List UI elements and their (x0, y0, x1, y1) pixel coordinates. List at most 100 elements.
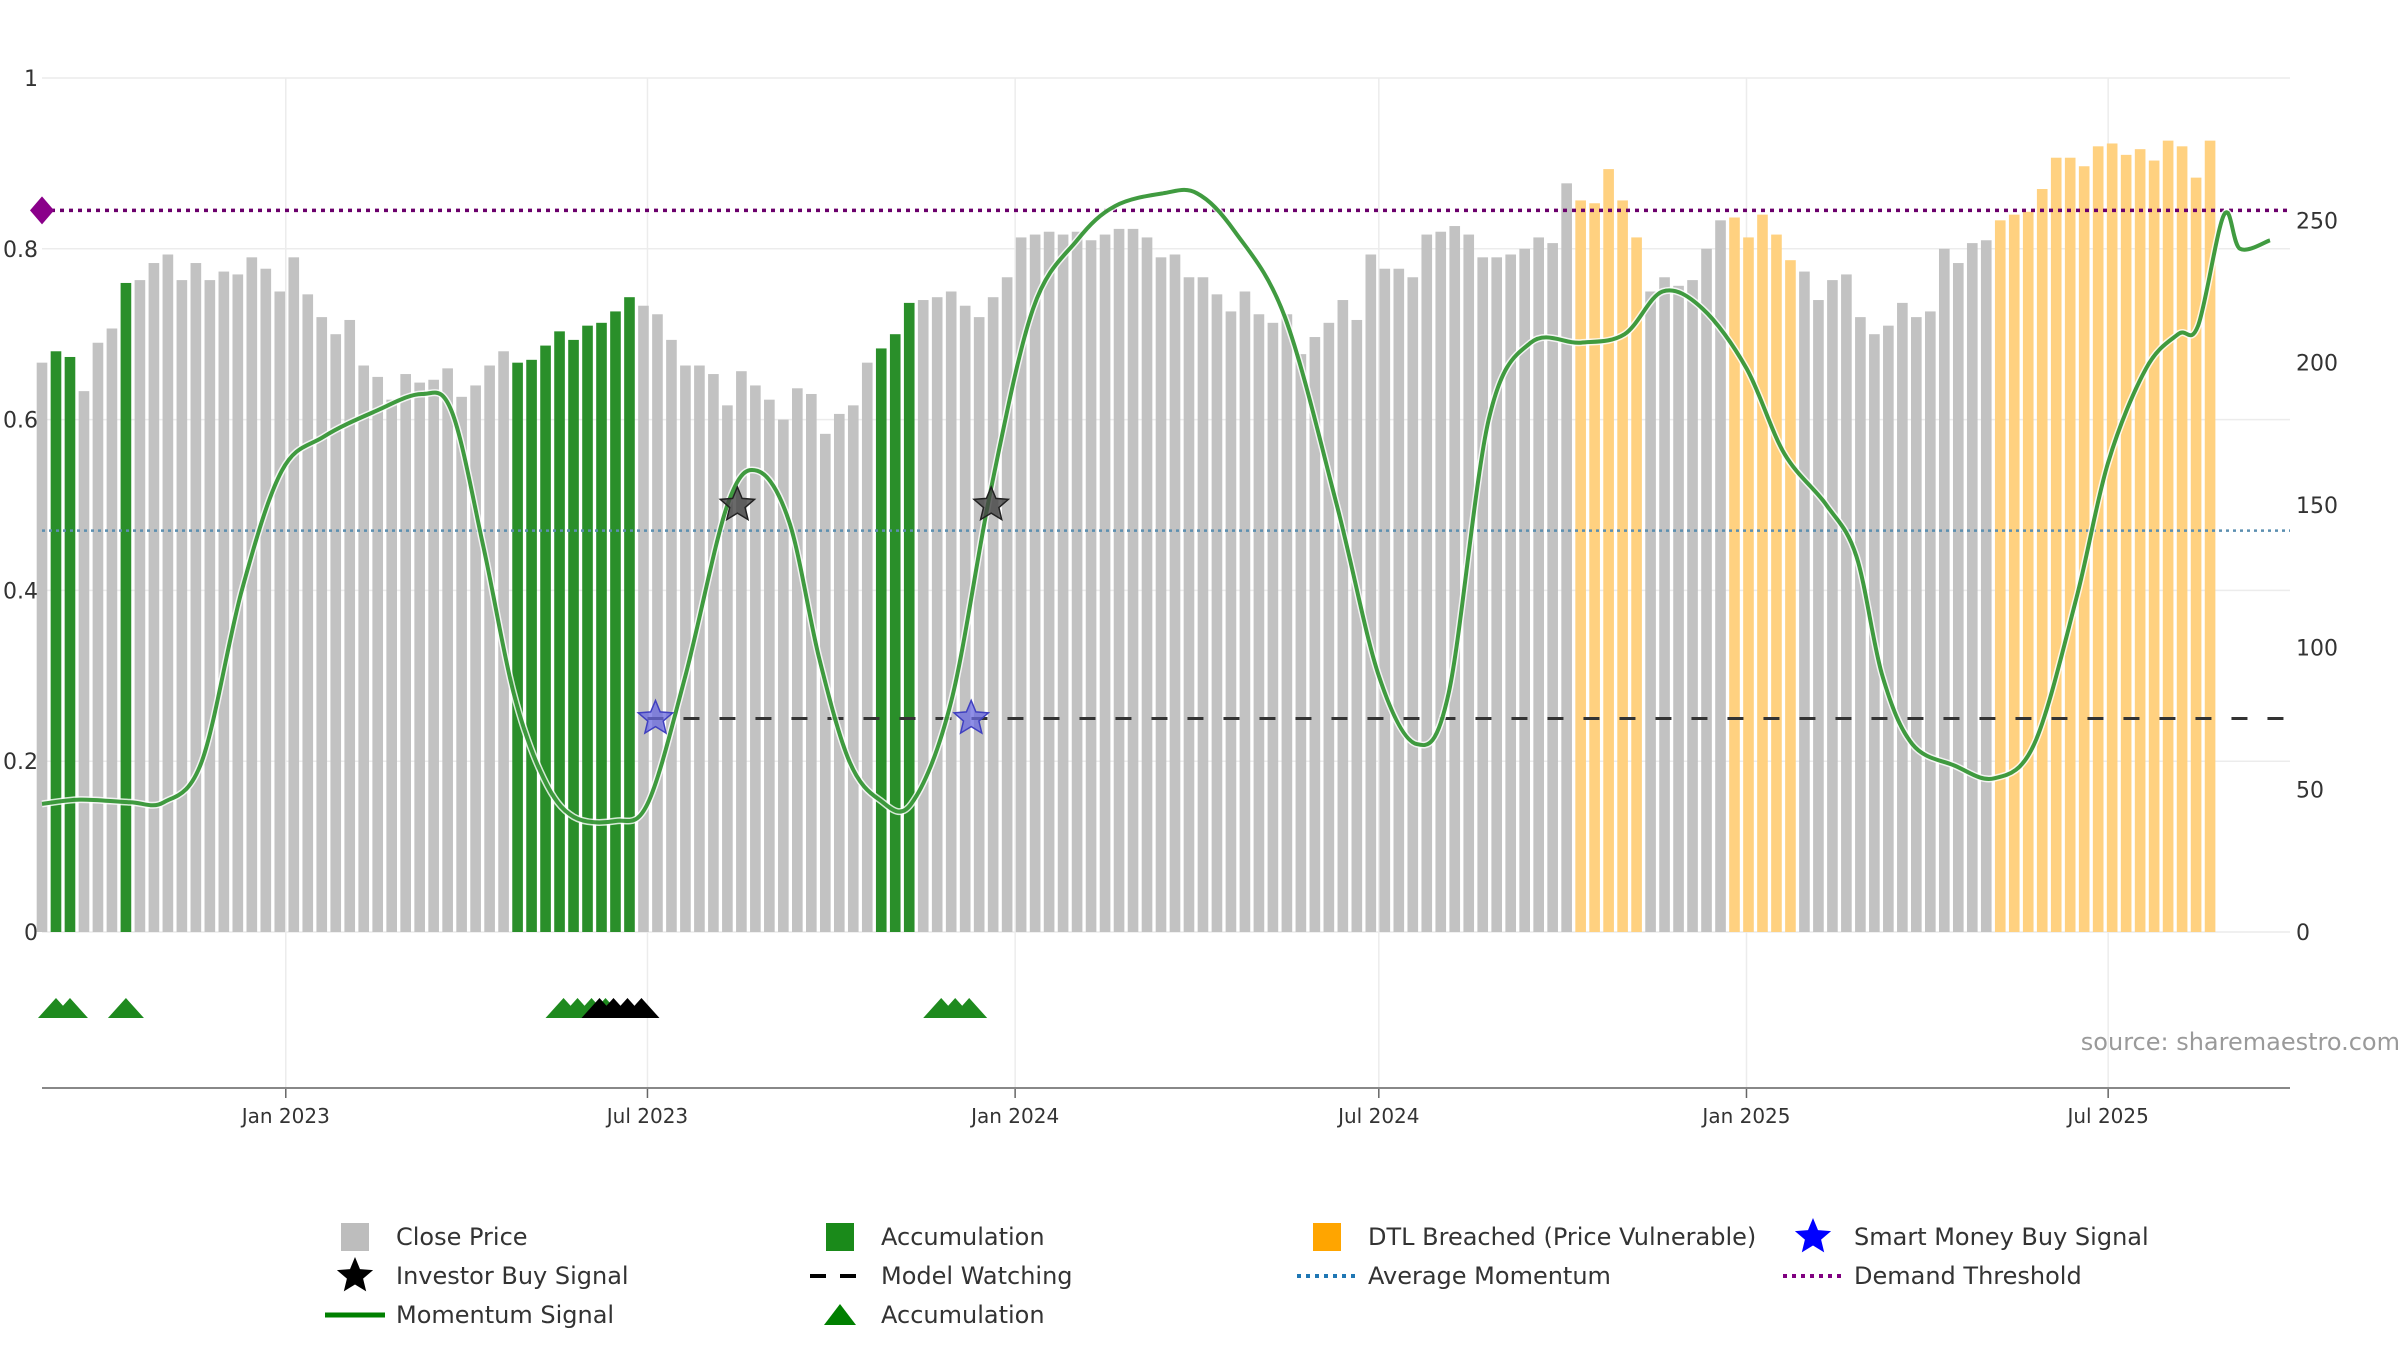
close-price-bar (316, 317, 328, 932)
close-price-bar (917, 300, 929, 932)
close-price-bar (1155, 257, 1167, 933)
dtl-breached-bar (2120, 154, 2132, 933)
left-tick-label: 0 (24, 921, 38, 946)
right-tick-label: 100 (2296, 636, 2338, 661)
accumulation-bar (554, 331, 565, 932)
right-tick-label: 250 (2296, 209, 2338, 234)
close-price-bar (1645, 291, 1656, 932)
accumulation-bar (903, 302, 915, 932)
close-price-bar (218, 271, 230, 932)
close-price-bar (1659, 277, 1670, 932)
dtl-breached-bar (2022, 211, 2034, 932)
legend-label: Model Watching (881, 1262, 1073, 1290)
legend-label: DTL Breached (Price Vulnerable) (1368, 1223, 1756, 1251)
legend-label: Accumulation (881, 1301, 1045, 1329)
close-price-bar (1952, 263, 1964, 932)
x-tick-label: Jan 2023 (240, 1104, 330, 1128)
legend-item-investor_buy: Investor Buy Signal (336, 1257, 629, 1292)
legend-star-icon (336, 1257, 374, 1292)
accumulation-bar (582, 325, 593, 932)
right-tick-label: 200 (2296, 352, 2338, 377)
close-price-bar (1169, 254, 1181, 932)
dtl-breached-bar (2092, 146, 2104, 932)
right-tick-label: 50 (2296, 779, 2324, 804)
price-bars (36, 140, 2216, 933)
dtl-breached-bar (2106, 143, 2118, 932)
close-price-bar (1141, 237, 1153, 932)
left-tick-label: 0.2 (3, 750, 38, 775)
close-price-bar (456, 396, 467, 932)
close-price-bar (1925, 311, 1936, 933)
close-price-bar (148, 263, 160, 932)
right-tick-label: 0 (2296, 921, 2310, 946)
close-price-bar (1043, 231, 1055, 933)
close-price-bar (1938, 248, 1950, 933)
x-tick-label: Jul 2025 (2065, 1104, 2148, 1128)
left-tick-label: 0.4 (3, 579, 38, 604)
close-price-bar (204, 280, 216, 932)
dtl-breached-bar (2064, 157, 2076, 932)
close-price-bar (1477, 257, 1489, 933)
dtl-breached-bar (2176, 146, 2188, 932)
close-price-bar (1561, 183, 1572, 932)
close-price-bar (1379, 268, 1391, 932)
close-price-bar (666, 339, 677, 933)
close-price-bar (1421, 234, 1433, 933)
legend: Close Price Investor Buy Signal Momentum S… (325, 1218, 2149, 1329)
close-price-bar (1351, 319, 1363, 932)
close-price-bar (344, 319, 356, 932)
close-price-bar (1435, 231, 1447, 933)
legend-label: Accumulation (881, 1223, 1045, 1251)
dtl-breached-bar (2134, 149, 2146, 932)
close-price-bar (1966, 243, 1978, 932)
close-price-bar (190, 263, 202, 932)
accumulation-bar (540, 345, 551, 932)
close-price-bar (484, 365, 495, 933)
close-price-bar (1547, 243, 1558, 932)
close-price-bar (1980, 240, 1992, 932)
close-price-bar (358, 365, 370, 933)
close-price-bar (1491, 257, 1503, 933)
close-price-bar (1295, 354, 1307, 932)
close-price-bar (987, 297, 999, 932)
close-price-bar (176, 280, 188, 932)
close-price-bar (1323, 322, 1335, 932)
dtl-breached-bar (2162, 140, 2174, 933)
signal-lines (41, 186, 2290, 826)
accumulation-bar (50, 351, 62, 932)
close-price-bar (1113, 228, 1125, 932)
accumulation-bar (64, 356, 76, 932)
close-price-bar (106, 328, 118, 932)
close-price-bar (1505, 254, 1517, 932)
close-price-bar (78, 391, 90, 933)
smart-money-buy-star (952, 698, 991, 735)
close-price-bar (1029, 234, 1041, 933)
close-price-bar (1309, 337, 1321, 933)
accumulation-bar (568, 339, 579, 933)
close-price-bar (1827, 280, 1838, 932)
close-price-bar (330, 334, 342, 932)
legend-item-demand_threshold: Demand Threshold (1783, 1262, 2082, 1290)
dtl-breached-bar (2148, 160, 2160, 932)
close-price-bar (162, 254, 174, 932)
legend-swatch (826, 1223, 854, 1251)
legend-item-accumulation_bar: Accumulation (826, 1223, 1045, 1251)
accumulation-bar (596, 322, 607, 932)
close-price-bar (400, 374, 411, 932)
close-price-bar (1281, 314, 1293, 933)
legend-label: Momentum Signal (396, 1301, 614, 1329)
legend-item-momentum: Momentum Signal (325, 1301, 614, 1329)
close-price-bar (638, 305, 649, 932)
close-price-bar (260, 268, 272, 932)
close-price-bar (973, 317, 985, 932)
close-price-bar (288, 257, 300, 933)
left-tick-label: 1 (24, 67, 38, 92)
legend-label: Investor Buy Signal (396, 1262, 629, 1290)
close-price-bar (1099, 234, 1111, 933)
accumulation-bar (889, 334, 901, 932)
accumulation-triangle-dark (623, 998, 660, 1018)
close-price-bar (274, 291, 286, 932)
close-price-bar (428, 379, 439, 932)
left-tick-label: 0.6 (3, 409, 38, 434)
close-price-bar (694, 365, 705, 933)
